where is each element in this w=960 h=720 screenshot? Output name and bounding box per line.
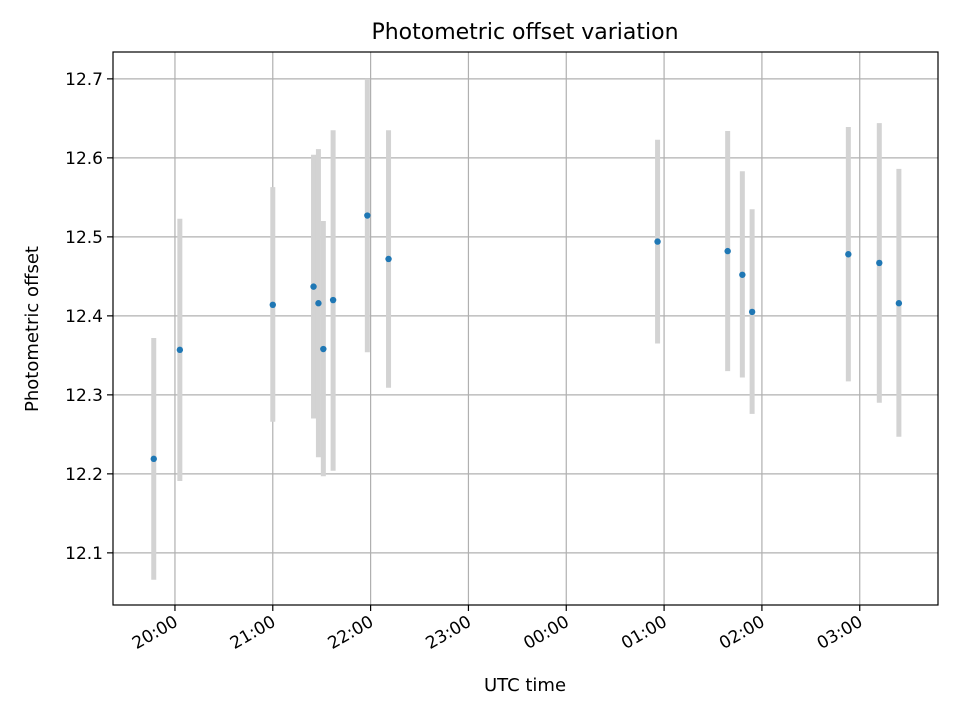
x-tick-label: 00:00 [520,612,572,654]
data-point [385,255,392,263]
y-tick-label: 12.7 [65,70,103,90]
x-axis-label: UTC time [484,675,566,696]
data-point [364,212,371,219]
data-points [150,212,903,463]
grid [113,52,938,605]
data-point [150,455,157,463]
data-point [320,345,327,353]
data-point [739,271,746,278]
data-point [654,238,661,245]
y-tick-label: 12.4 [65,307,103,327]
data-point [269,301,276,308]
x-tick-label: 23:00 [422,612,474,654]
data-point [315,300,322,307]
error-bars [151,78,902,580]
data-point [176,346,184,354]
x-tick-label: 03:00 [814,612,866,654]
data-point [329,296,337,304]
y-tick-label: 12.3 [65,386,103,406]
data-point [748,308,756,316]
data-point [724,247,731,255]
data-point [310,283,317,290]
y-tick-label: 12.5 [65,228,103,248]
y-tick-label: 12.1 [65,544,103,564]
x-axis-ticks: 20:00 21:00 22:00 23:00 00:00 01:00 02:00 03:00 [129,605,866,654]
y-axis-ticks: 12.1 12.2 12.3 12.4 12.5 12.6 12.7 [65,70,113,564]
chart-title: Photometric offset variation [371,20,678,45]
x-tick-label: 21:00 [227,612,279,654]
data-point [876,259,883,267]
data-point [845,251,852,258]
x-tick-label: 22:00 [325,612,377,654]
x-tick-label: 01:00 [618,612,670,654]
y-axis-label: Photometric offset [22,246,43,412]
y-tick-label: 12.6 [65,149,103,169]
data-point [895,300,903,307]
y-tick-label: 12.2 [65,465,103,485]
plot-frame [112,51,939,606]
x-tick-label: 20:00 [129,612,181,654]
x-tick-label: 02:00 [716,612,768,654]
